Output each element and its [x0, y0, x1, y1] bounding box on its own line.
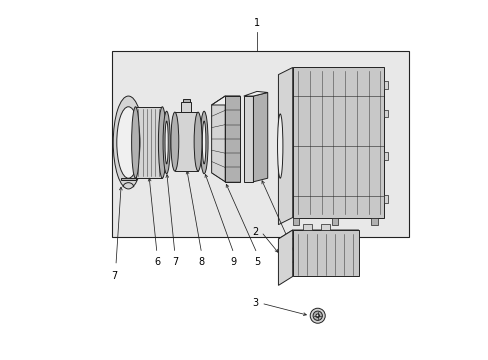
Text: 7: 7: [111, 271, 117, 281]
Bar: [370, 218, 377, 225]
Ellipse shape: [117, 107, 140, 178]
Bar: [175, 112, 198, 171]
Ellipse shape: [163, 111, 170, 174]
Ellipse shape: [164, 121, 168, 164]
Polygon shape: [121, 178, 135, 180]
Text: 8: 8: [198, 257, 204, 267]
Polygon shape: [244, 96, 253, 182]
Polygon shape: [211, 96, 225, 182]
Ellipse shape: [202, 121, 205, 164]
Bar: [383, 195, 387, 203]
Ellipse shape: [309, 308, 325, 323]
Bar: [331, 218, 338, 225]
Ellipse shape: [171, 112, 179, 171]
Bar: [135, 107, 162, 178]
Bar: [383, 110, 387, 117]
Ellipse shape: [315, 314, 319, 318]
Polygon shape: [211, 96, 240, 105]
Polygon shape: [225, 96, 240, 182]
Text: 4: 4: [291, 257, 297, 267]
Ellipse shape: [312, 311, 322, 320]
Bar: [112, 51, 408, 237]
Bar: [321, 224, 329, 230]
Ellipse shape: [194, 112, 202, 171]
Bar: [383, 81, 387, 89]
Text: 3: 3: [252, 298, 258, 308]
Ellipse shape: [113, 96, 143, 189]
Text: 5: 5: [253, 257, 260, 267]
Bar: [292, 218, 299, 225]
Text: 1: 1: [253, 18, 260, 28]
Bar: [183, 99, 190, 102]
Ellipse shape: [277, 114, 283, 178]
Polygon shape: [292, 230, 358, 276]
Ellipse shape: [158, 107, 166, 178]
Bar: [383, 153, 387, 160]
Ellipse shape: [200, 111, 207, 174]
Polygon shape: [292, 67, 383, 217]
Ellipse shape: [131, 107, 139, 178]
Bar: [303, 224, 312, 230]
Text: 2: 2: [252, 227, 258, 237]
Polygon shape: [278, 230, 358, 239]
Text: 7: 7: [171, 257, 178, 267]
Polygon shape: [278, 230, 292, 285]
Polygon shape: [253, 93, 267, 182]
Text: 9: 9: [230, 257, 236, 267]
Text: 6: 6: [154, 257, 160, 267]
Bar: [181, 102, 191, 112]
Polygon shape: [278, 67, 292, 225]
Polygon shape: [244, 91, 267, 96]
